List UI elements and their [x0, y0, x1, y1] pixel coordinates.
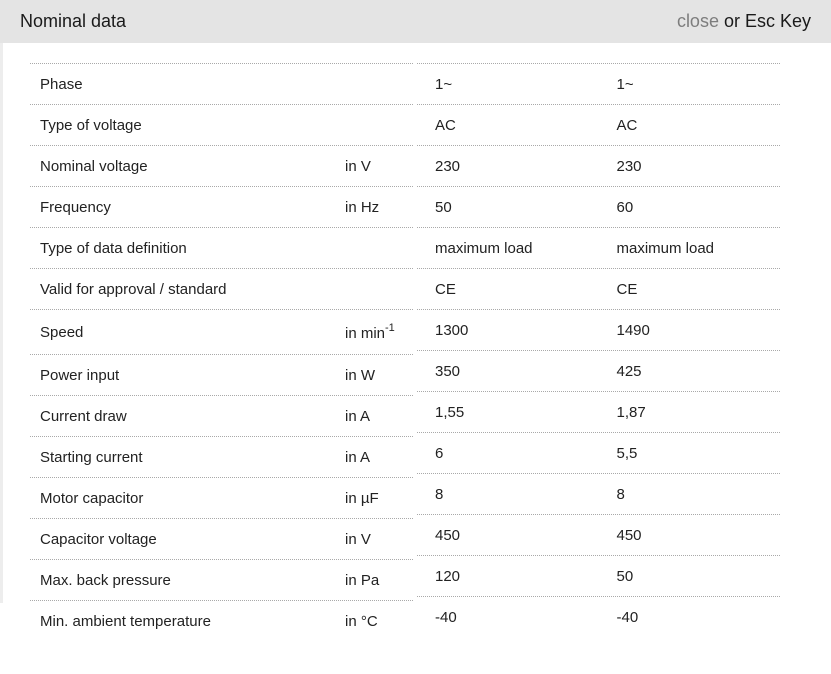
unit-superscript: -1: [385, 321, 395, 334]
value-cell: 8: [616, 485, 625, 503]
value-cell: 50: [616, 567, 634, 585]
row-unit: in Hz: [345, 198, 380, 216]
value-cell: 1,87: [616, 403, 646, 421]
value-cell: 425: [616, 362, 642, 380]
row-unit: in µF: [345, 489, 379, 507]
table-row: Speed in min-1: [30, 309, 413, 354]
value-row: 6 5,5: [417, 432, 780, 473]
value-cell: 230: [435, 157, 461, 175]
value-row: AC AC: [417, 104, 780, 145]
value-cell: 230: [616, 157, 642, 175]
row-label: Nominal voltage: [40, 157, 148, 175]
row-label: Capacitor voltage: [40, 530, 157, 548]
row-label: Power input: [40, 366, 120, 384]
row-label: Frequency: [40, 198, 111, 216]
left-edge-shadow: [0, 43, 3, 603]
row-label: Valid for approval / standard: [40, 280, 227, 298]
close-link[interactable]: close: [676, 11, 719, 31]
value-columns: 1~ 1~ AC AC 230 230 50 60 maximum load m…: [417, 63, 780, 637]
table-row: Nominal voltage in V: [30, 145, 413, 186]
dialog-title: Nominal data: [20, 11, 127, 31]
row-label: Motor capacitor: [40, 489, 144, 507]
table-row: Frequency in Hz: [30, 186, 413, 227]
value-cell: 1300: [435, 321, 469, 339]
value-row: 8 8: [417, 473, 780, 514]
value-cell: 8: [435, 485, 444, 503]
row-unit: in W: [345, 366, 375, 384]
row-unit: in V: [345, 157, 371, 175]
value-cell: CE: [435, 280, 456, 298]
value-cell: 1490: [616, 321, 650, 339]
value-cell: 1~: [435, 75, 453, 93]
value-cell: 50: [435, 198, 452, 216]
value-cell: 450: [616, 526, 642, 544]
table-row: Type of voltage: [30, 104, 413, 145]
table-row: Min. ambient temperature in °C: [30, 600, 413, 641]
row-label: Type of voltage: [40, 116, 142, 134]
row-label: Current draw: [40, 407, 127, 425]
value-cell: AC: [435, 116, 456, 134]
row-label: Phase: [40, 75, 83, 93]
row-label: Type of data definition: [40, 239, 187, 257]
value-cell: 350: [435, 362, 461, 380]
row-unit: in min-1: [345, 321, 395, 342]
table-row: Valid for approval / standard: [30, 268, 413, 309]
value-row: CE CE: [417, 268, 780, 309]
row-unit: in Pa: [345, 571, 380, 589]
row-label: Speed: [40, 323, 84, 341]
table-row: Starting current in A: [30, 436, 413, 477]
value-cell: 120: [435, 567, 461, 585]
value-cell: maximum load: [616, 239, 715, 257]
value-row: 1~ 1~: [417, 63, 780, 104]
row-label: Min. ambient temperature: [40, 612, 211, 630]
dialog-header: Nominal data close or Esc Key: [0, 0, 831, 43]
value-row: 50 60: [417, 186, 780, 227]
value-row: 1,55 1,87: [417, 391, 780, 432]
table-row: Power input in W: [30, 354, 413, 395]
value-cell: 450: [435, 526, 461, 544]
value-cell: 5,5: [616, 444, 638, 462]
value-cell: -40: [616, 608, 639, 626]
value-row: 1300 1490: [417, 309, 780, 350]
table-row: Phase: [30, 63, 413, 104]
value-cell: 60: [616, 198, 634, 216]
row-unit: in A: [345, 407, 371, 425]
close-area: close or Esc Key: [677, 11, 811, 32]
row-unit: in °C: [345, 612, 378, 630]
table-row: Current draw in A: [30, 395, 413, 436]
value-row: maximum load maximum load: [417, 227, 780, 268]
table-row: Type of data definition: [30, 227, 413, 268]
value-cell: CE: [616, 280, 638, 298]
value-cell: 1~: [616, 75, 634, 93]
value-row: 120 50: [417, 555, 780, 596]
row-unit: in A: [345, 448, 371, 466]
table-row: Motor capacitor in µF: [30, 477, 413, 518]
table-row: Capacitor voltage in V: [30, 518, 413, 559]
value-row: 450 450: [417, 514, 780, 555]
value-row: 350 425: [417, 350, 780, 391]
value-cell: 6: [435, 444, 444, 462]
value-cell: AC: [616, 116, 638, 134]
close-esc-hint: or Esc Key: [723, 11, 811, 31]
row-unit: in V: [345, 530, 371, 548]
value-row: 230 230: [417, 145, 780, 186]
value-cell: -40: [435, 608, 457, 626]
table-row: Max. back pressure in Pa: [30, 559, 413, 600]
value-cell: 1,55: [435, 403, 465, 421]
value-cell: maximum load: [435, 239, 533, 257]
row-label: Starting current: [40, 448, 143, 466]
label-unit-columns: Phase Type of voltage Nominal voltage in…: [30, 63, 413, 641]
value-row: -40 -40: [417, 596, 780, 637]
row-label: Max. back pressure: [40, 571, 171, 589]
